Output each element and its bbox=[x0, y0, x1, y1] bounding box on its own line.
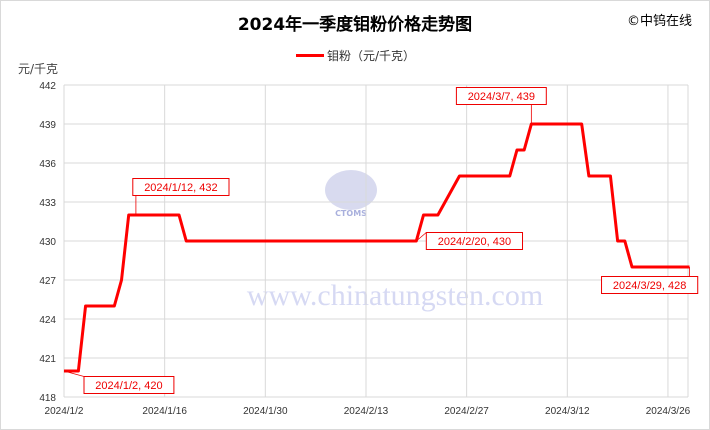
annotation-box bbox=[601, 276, 699, 294]
annotation-box bbox=[455, 87, 547, 105]
y-tick-label: 442 bbox=[39, 81, 56, 92]
annotation-label: 2024/3/29, 428 bbox=[613, 280, 686, 292]
legend-label: 钼粉（元/千克） bbox=[327, 49, 416, 63]
x-tick-label: 2024/1/16 bbox=[142, 406, 187, 417]
y-tick-label: 421 bbox=[39, 354, 56, 365]
x-tick-label: 2024/3/26 bbox=[646, 406, 691, 417]
annotation-leader bbox=[63, 370, 85, 377]
annotation-label: 2024/3/7, 439 bbox=[468, 91, 535, 103]
annotation-box bbox=[425, 232, 524, 250]
legend: 钼粉（元/千克） bbox=[296, 47, 415, 64]
y-tick-label: 418 bbox=[39, 393, 56, 404]
y-tick-label: 433 bbox=[39, 198, 56, 209]
y-tick-label: 424 bbox=[39, 315, 56, 326]
annotation-box bbox=[83, 376, 175, 394]
y-axis-label: 元/千克 bbox=[18, 62, 59, 76]
chart-title: 2024年一季度钼粉价格走势图 bbox=[237, 15, 473, 35]
copyright-text: ©中钨在线 bbox=[626, 14, 692, 29]
series-line bbox=[64, 122, 690, 373]
x-tick-label: 2024/2/13 bbox=[344, 406, 389, 417]
annotation-label: 2024/2/20, 430 bbox=[438, 236, 511, 248]
watermark-url: www.chinatungsten.com bbox=[247, 279, 543, 312]
annotation-leader bbox=[416, 232, 427, 242]
x-tick-label: 2024/2/27 bbox=[444, 406, 489, 417]
watermark-logo-icon bbox=[325, 170, 377, 210]
legend-swatch bbox=[296, 54, 324, 57]
watermark: CTOMS www.chinatungsten.com bbox=[247, 170, 543, 312]
watermark-logo-text: CTOMS bbox=[335, 209, 367, 218]
x-tick-label: 2024/3/12 bbox=[545, 406, 590, 417]
y-tick-label: 439 bbox=[39, 120, 56, 131]
x-tick-label: 2024/1/30 bbox=[243, 406, 288, 417]
annotation-label: 2024/1/12, 432 bbox=[144, 182, 217, 194]
y-tick-label: 436 bbox=[39, 159, 56, 170]
y-tick-label: 430 bbox=[39, 237, 56, 248]
annotation-box bbox=[132, 178, 230, 196]
annotation-label: 2024/1/2, 420 bbox=[95, 380, 162, 392]
y-tick-label: 427 bbox=[39, 276, 56, 287]
x-tick-label: 2024/1/2 bbox=[45, 406, 84, 417]
